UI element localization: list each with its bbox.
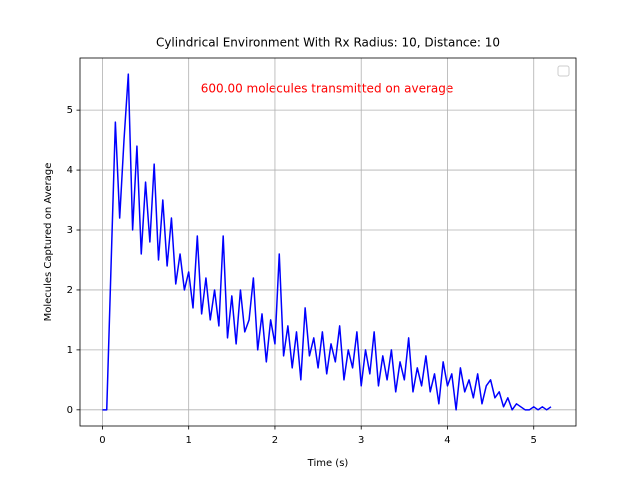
- annotation: 600.00 molecules transmitted on average: [201, 82, 454, 96]
- x-tick-label: 0: [99, 435, 105, 446]
- y-tick-label: 1: [67, 345, 73, 356]
- y-tick-label: 3: [67, 225, 73, 236]
- chart-title: Cylindrical Environment With Rx Radius: …: [156, 36, 500, 50]
- legend: [557, 65, 570, 77]
- x-tick-label: 1: [186, 435, 192, 446]
- axes-frame: [79, 57, 577, 427]
- x-tick-label: 5: [531, 435, 537, 446]
- y-tick-label: 2: [67, 285, 73, 296]
- data-line: [102, 73, 552, 411]
- x-tick-label: 4: [444, 435, 450, 446]
- y-tick-label: 0: [67, 405, 73, 416]
- y-axis-label: Molecules Captured on Average: [43, 163, 54, 322]
- grid: [80, 58, 576, 426]
- x-tick-label: 2: [272, 435, 278, 446]
- x-axis-label: Time (s): [307, 458, 349, 469]
- plot: [102, 73, 552, 411]
- y-tick-label: 5: [67, 105, 73, 116]
- y-tick-label: 4: [67, 165, 73, 176]
- x-tick-label: 3: [358, 435, 364, 446]
